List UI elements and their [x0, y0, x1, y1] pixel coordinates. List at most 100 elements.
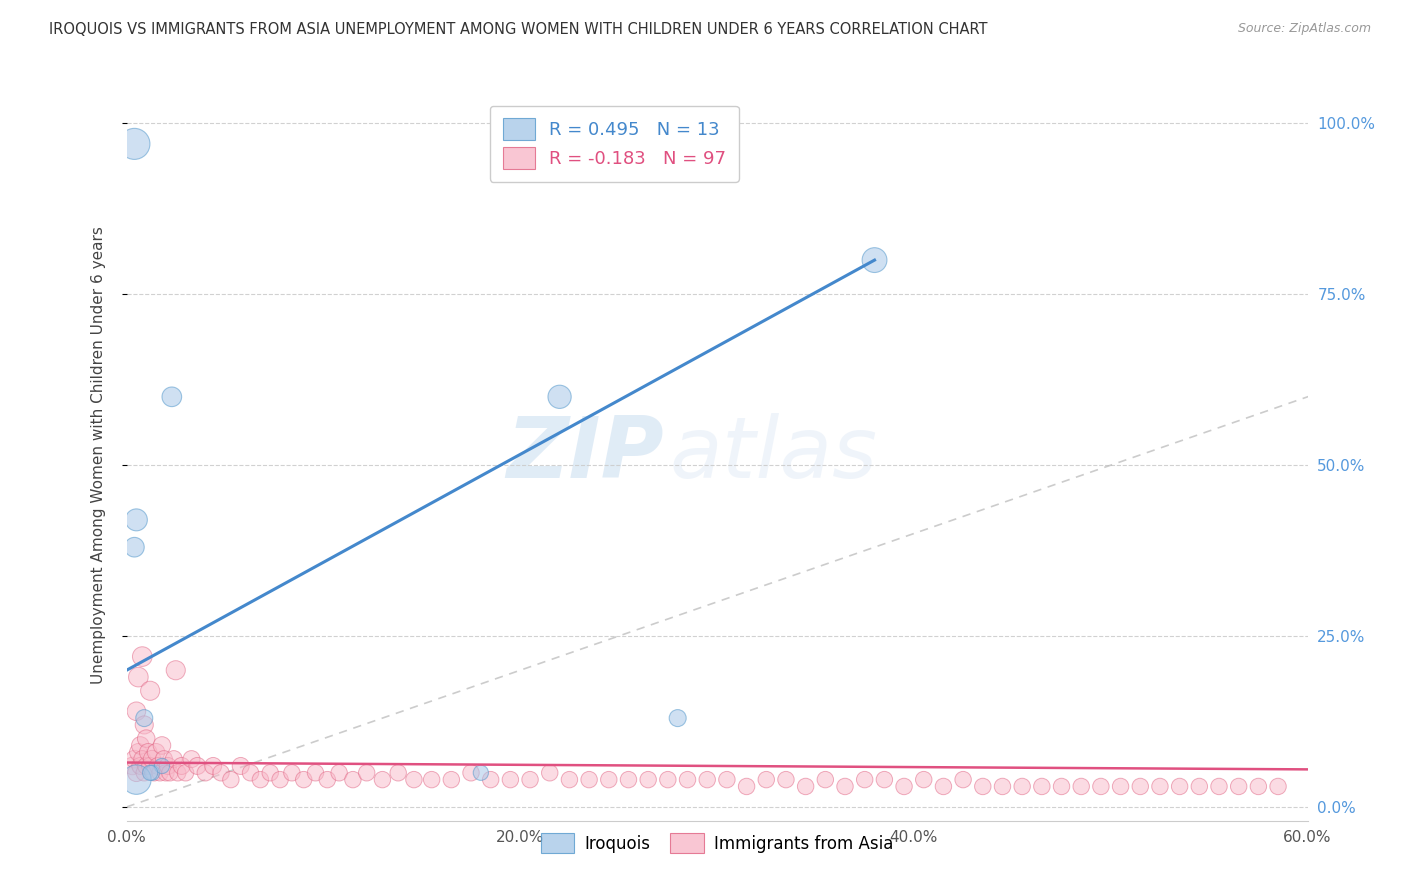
Point: [775, 772, 797, 787]
Point: [1168, 780, 1191, 794]
Point: [143, 765, 166, 780]
Point: [794, 780, 817, 794]
Point: [139, 683, 162, 698]
Point: [124, 136, 146, 151]
Point: [1050, 780, 1073, 794]
Point: [558, 772, 581, 787]
Point: [125, 772, 148, 787]
Point: [125, 513, 148, 527]
Point: [150, 739, 173, 753]
Point: [166, 765, 188, 780]
Point: [316, 772, 339, 787]
Point: [131, 649, 153, 664]
Point: [342, 772, 364, 787]
Point: [735, 780, 758, 794]
Point: [538, 765, 561, 780]
Point: [170, 759, 193, 773]
Point: [135, 759, 157, 773]
Point: [402, 772, 425, 787]
Point: [1208, 780, 1230, 794]
Point: [387, 765, 409, 780]
Point: [219, 772, 242, 787]
Point: [125, 765, 148, 780]
Point: [134, 765, 156, 780]
Point: [912, 772, 935, 787]
Point: [127, 745, 149, 759]
Point: [666, 711, 689, 725]
Text: IROQUOIS VS IMMIGRANTS FROM ASIA UNEMPLOYMENT AMONG WOMEN WITH CHILDREN UNDER 6 : IROQUOIS VS IMMIGRANTS FROM ASIA UNEMPLO…: [49, 22, 987, 37]
Point: [139, 759, 162, 773]
Point: [292, 772, 315, 787]
Text: Source: ZipAtlas.com: Source: ZipAtlas.com: [1237, 22, 1371, 36]
Point: [991, 780, 1014, 794]
Point: [281, 765, 304, 780]
Point: [129, 739, 152, 753]
Point: [163, 752, 186, 766]
Point: [149, 765, 172, 780]
Point: [696, 772, 718, 787]
Point: [853, 772, 876, 787]
Point: [180, 752, 202, 766]
Point: [1247, 780, 1270, 794]
Point: [1031, 780, 1053, 794]
Point: [716, 772, 738, 787]
Point: [1129, 780, 1152, 794]
Point: [121, 759, 143, 773]
Legend: Iroquois, Immigrants from Asia: Iroquois, Immigrants from Asia: [534, 826, 900, 860]
Point: [755, 772, 778, 787]
Point: [155, 765, 177, 780]
Point: [578, 772, 600, 787]
Point: [598, 772, 620, 787]
Point: [932, 780, 955, 794]
Point: [135, 731, 157, 746]
Point: [125, 704, 148, 718]
Point: [136, 745, 159, 759]
Point: [129, 759, 152, 773]
Point: [1090, 780, 1112, 794]
Point: [893, 780, 915, 794]
Point: [159, 765, 181, 780]
Point: [239, 765, 262, 780]
Point: [1011, 780, 1033, 794]
Point: [124, 540, 146, 554]
Point: [141, 765, 163, 780]
Point: [124, 752, 146, 766]
Point: [972, 780, 994, 794]
Point: [470, 765, 492, 780]
Point: [460, 765, 482, 780]
Point: [145, 745, 167, 759]
Point: [153, 752, 176, 766]
Point: [548, 390, 571, 404]
Point: [440, 772, 463, 787]
Point: [174, 765, 197, 780]
Point: [156, 759, 179, 773]
Point: [209, 765, 232, 780]
Point: [1188, 780, 1211, 794]
Point: [141, 752, 163, 766]
Point: [134, 711, 156, 725]
Point: [519, 772, 541, 787]
Point: [356, 765, 378, 780]
Point: [304, 765, 326, 780]
Point: [873, 772, 896, 787]
Point: [863, 253, 886, 268]
Point: [229, 759, 252, 773]
Point: [676, 772, 699, 787]
Point: [127, 670, 149, 684]
Point: [371, 772, 394, 787]
Text: ZIP: ZIP: [506, 413, 664, 497]
Point: [139, 765, 162, 780]
Point: [479, 772, 502, 787]
Point: [814, 772, 837, 787]
Point: [150, 759, 173, 773]
Point: [834, 780, 856, 794]
Point: [1227, 780, 1250, 794]
Point: [165, 663, 187, 677]
Point: [259, 765, 281, 780]
Point: [1070, 780, 1092, 794]
Point: [134, 718, 156, 732]
Point: [952, 772, 974, 787]
Point: [202, 759, 225, 773]
Point: [1149, 780, 1171, 794]
Point: [186, 759, 208, 773]
